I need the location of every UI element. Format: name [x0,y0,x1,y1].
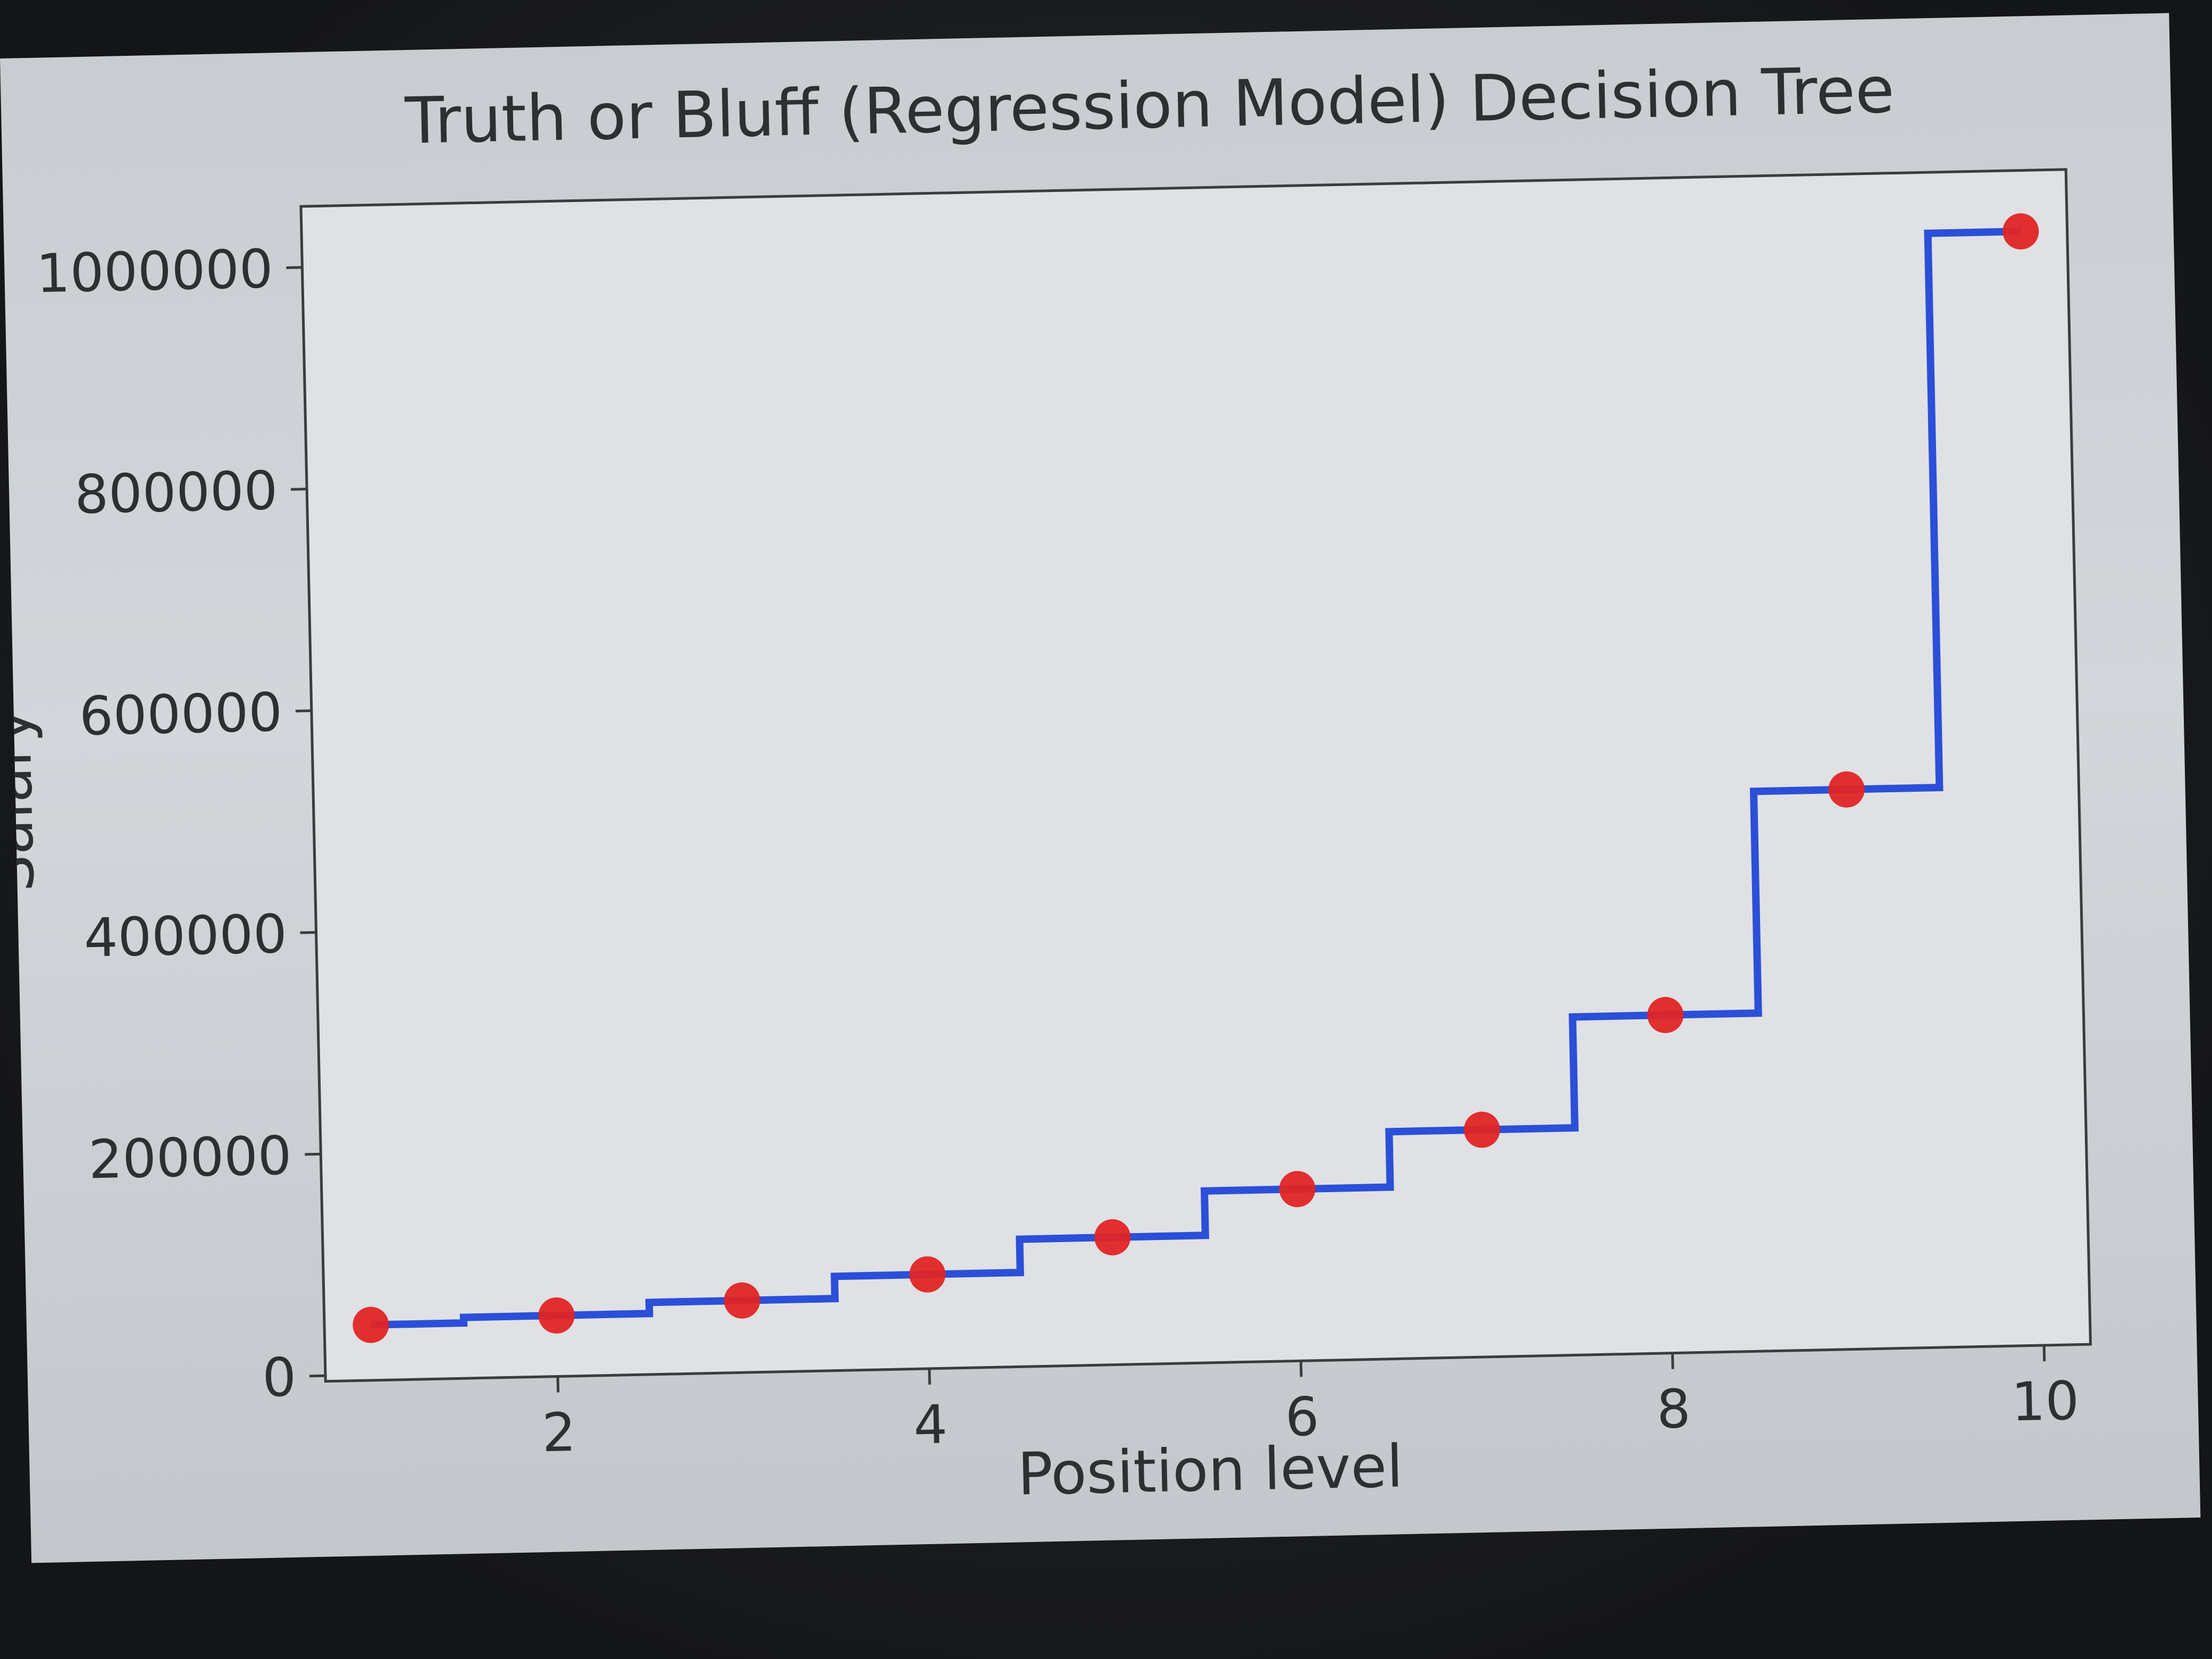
x-tick-label: 10 [2011,1370,2080,1434]
data-point [1279,1171,1316,1208]
data-point [353,1306,389,1343]
x-tick-mark [1671,1353,1674,1369]
data-point [1647,996,1684,1033]
y-tick-label: 200000 [88,1125,292,1191]
chart-title: Truth or Bluff (Regression Model) Decisi… [404,53,1896,158]
data-point [1094,1219,1131,1255]
y-tick-label: 400000 [83,903,288,969]
x-tick-label: 8 [1656,1378,1691,1440]
x-tick-label: 6 [1285,1386,1320,1448]
x-tick-label: 4 [913,1393,948,1456]
y-tick-label: 800000 [74,459,278,526]
decision-tree-step-line [371,228,2021,1329]
y-tick-label: 0 [262,1346,297,1409]
data-point [724,1282,760,1319]
y-axis: 0 200000 400000 600000 800000 1000000 [36,238,326,1409]
data-point [2002,213,2039,250]
x-tick-label: 2 [541,1401,576,1464]
y-tick-mark [286,266,303,269]
y-tick-label: 1000000 [36,238,274,305]
series-layer [353,213,2039,1343]
x-tick-mark [1300,1361,1303,1377]
x-axis: 2 4 6 8 10 [541,1345,2080,1464]
chart: Truth or Bluff (Regression Model) Decisi… [0,53,2092,1508]
data-point [1828,771,1865,808]
x-axis-label: Position level [1017,1432,1403,1508]
data-point [1464,1111,1501,1148]
x-tick-mark [2042,1345,2046,1362]
x-tick-mark [928,1368,931,1385]
monitor-screen: Truth or Bluff (Regression Model) Decisi… [0,13,2201,1563]
y-tick-mark [291,488,307,491]
data-point [538,1297,575,1334]
data-point [909,1256,946,1293]
plot-area [299,168,2092,1383]
y-tick-label: 600000 [79,681,283,748]
